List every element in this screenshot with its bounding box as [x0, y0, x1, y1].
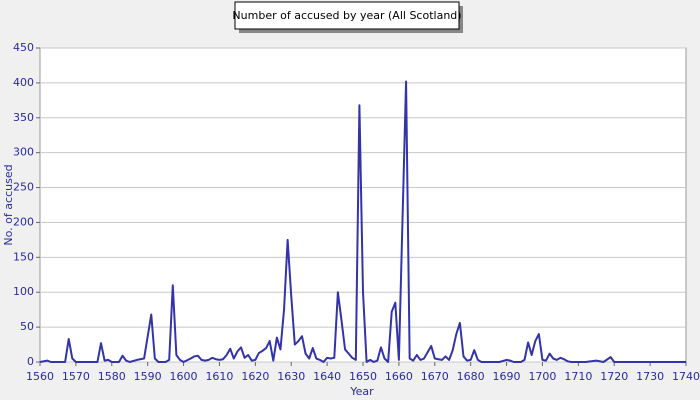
y-tick-label: 450: [13, 41, 34, 54]
data-line: [39, 80, 686, 363]
x-tick-label: 1670: [421, 370, 449, 383]
x-tick-label: 1710: [564, 370, 592, 383]
y-axis-label: No. of accused: [2, 164, 15, 245]
x-tick-label: 1680: [457, 370, 485, 383]
y-tick-label: 100: [13, 285, 34, 298]
y-tick-label: 200: [13, 215, 34, 228]
x-tick-label: 1630: [277, 370, 305, 383]
y-tick-label: 0: [27, 355, 34, 368]
x-tick-label: 1560: [26, 370, 54, 383]
x-tick-label: 1740: [672, 370, 700, 383]
x-tick-label: 1690: [493, 370, 521, 383]
x-tick-label: 1570: [62, 370, 90, 383]
x-tick-label: 1610: [205, 370, 233, 383]
x-tick-label: 1640: [313, 370, 341, 383]
x-tick-label: 1590: [134, 370, 162, 383]
x-tick-label: 1650: [349, 370, 377, 383]
x-tick-label: 1600: [170, 370, 198, 383]
x-tick-label: 1730: [636, 370, 664, 383]
title-box: [234, 1, 460, 30]
x-axis-label: Year: [349, 385, 374, 398]
x-tick-label: 1580: [98, 370, 126, 383]
x-tick-label: 1700: [528, 370, 556, 383]
y-tick-label: 400: [13, 76, 34, 89]
x-tick-label: 1660: [385, 370, 413, 383]
plot-area: [39, 47, 687, 363]
x-tick-label: 1620: [241, 370, 269, 383]
y-tick-label: 150: [13, 250, 34, 263]
y-tick-label: 300: [13, 146, 34, 159]
y-tick-label: 250: [13, 181, 34, 194]
chart-title: Number of accused by year (All Scotland): [232, 9, 461, 22]
y-tick-label: 50: [20, 320, 34, 333]
x-tick-label: 1720: [600, 370, 628, 383]
y-tick-label: 350: [13, 111, 34, 124]
